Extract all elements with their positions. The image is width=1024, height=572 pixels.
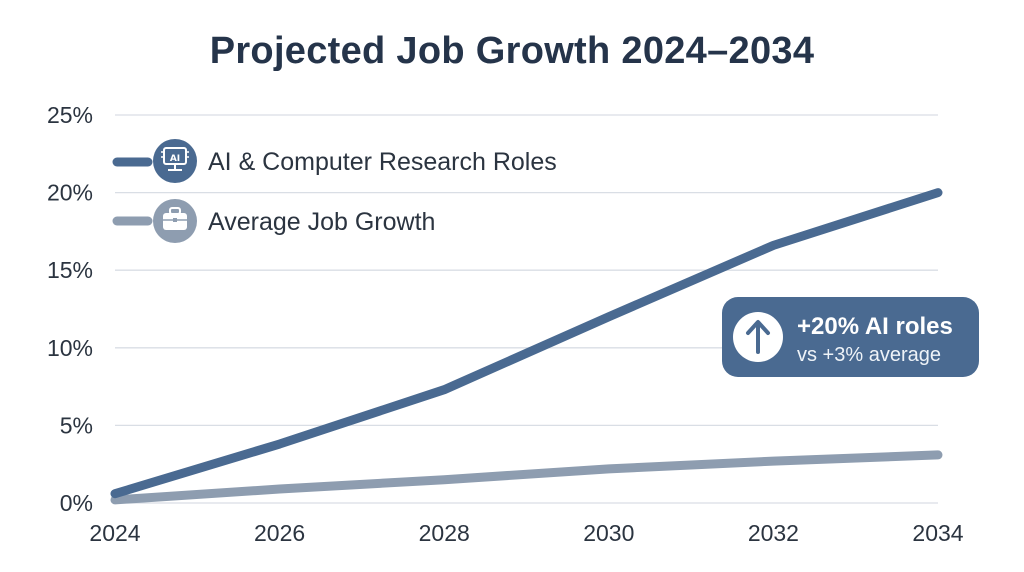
legend-label-ai: AI & Computer Research Roles [208, 148, 557, 176]
data-point-average [937, 454, 939, 456]
data-point-ai [443, 389, 445, 391]
data-point-average [114, 499, 116, 501]
data-point-ai [937, 192, 939, 194]
series-line-ai [110, 188, 943, 499]
y-axis-ticks: 0% 5% 10% 15% 20% 25% [47, 102, 93, 516]
gridlines [115, 114, 938, 504]
series-lines [110, 188, 943, 505]
data-point-ai [772, 244, 774, 246]
legend: AI AI & Computer Research Roles Average … [112, 139, 557, 243]
y-tick-label: 15% [47, 257, 93, 283]
data-point-average [279, 488, 281, 490]
y-tick-label: 25% [47, 102, 93, 128]
ai-chip-monitor-icon: AI [153, 139, 197, 183]
y-tick-label: 10% [47, 335, 93, 361]
data-point-average [608, 468, 610, 470]
data-point-average [772, 460, 774, 462]
briefcase-icon [153, 199, 197, 243]
chart-title: Projected Job Growth 2024–2034 [209, 30, 815, 72]
data-point-ai [279, 443, 281, 445]
x-tick-label: 2032 [748, 520, 799, 546]
data-point-ai [114, 493, 116, 495]
x-tick-label: 2030 [583, 520, 634, 546]
x-axis-ticks: 2024 2026 2028 2030 2032 2034 [89, 520, 963, 546]
series-line-average [110, 450, 943, 505]
callout-background [722, 297, 979, 377]
callout-subtitle: vs +3% average [797, 344, 941, 366]
data-point-average [443, 479, 445, 481]
x-tick-label: 2024 [89, 520, 140, 546]
y-tick-label: 5% [60, 412, 93, 438]
legend-item-average: Average Job Growth [112, 199, 435, 243]
callout-badge: +20% AI roles vs +3% average [722, 297, 979, 377]
arrow-up-icon [733, 312, 783, 362]
svg-text:AI: AI [170, 154, 180, 164]
callout-title: +20% AI roles [797, 313, 953, 340]
x-tick-label: 2034 [912, 520, 963, 546]
data-point-ai [608, 316, 610, 318]
y-tick-label: 0% [60, 490, 93, 516]
y-tick-label: 20% [47, 180, 93, 206]
legend-item-ai: AI AI & Computer Research Roles [112, 139, 557, 183]
x-tick-label: 2026 [254, 520, 305, 546]
legend-label-average: Average Job Growth [208, 208, 435, 236]
x-tick-label: 2028 [419, 520, 470, 546]
